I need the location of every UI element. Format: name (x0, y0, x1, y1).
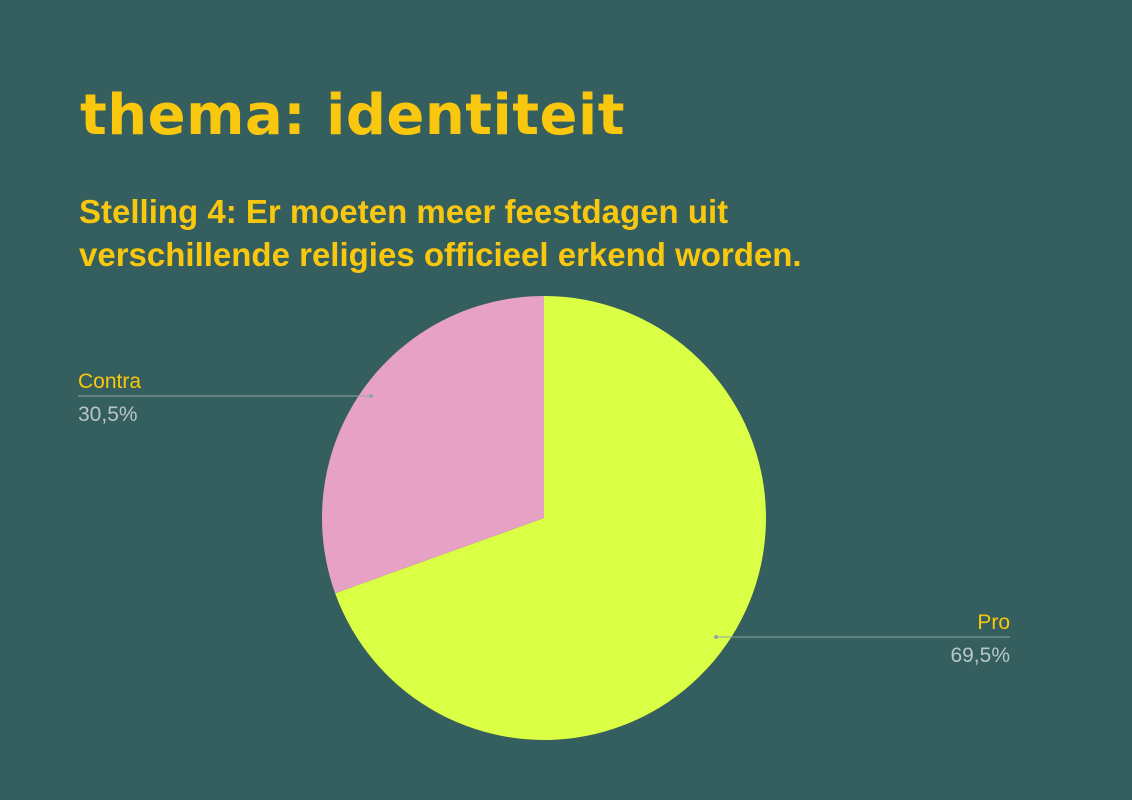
leader-dot-contra (369, 394, 373, 398)
slice-label-contra: Contra (78, 370, 141, 393)
statement-line-2: verschillende religies officieel erkend … (79, 236, 802, 273)
slice-percent-pro: 69,5% (950, 644, 1010, 667)
statement-text: Stelling 4: Er moeten meer feestdagen ui… (79, 190, 979, 276)
pie-slice-contra (321, 295, 544, 594)
leader-dot-pro (714, 635, 718, 639)
statement-line-1: Stelling 4: Er moeten meer feestdagen ui… (79, 193, 729, 230)
slice-percent-contra: 30,5% (78, 403, 138, 426)
theme-title: thema: identiteit (80, 83, 625, 148)
slice-label-pro: Pro (977, 611, 1010, 634)
pie-labels: Pro 69,5% Contra 30,5% (78, 370, 1010, 667)
pie-slices (321, 295, 766, 740)
pie-slice-pro (335, 296, 766, 740)
